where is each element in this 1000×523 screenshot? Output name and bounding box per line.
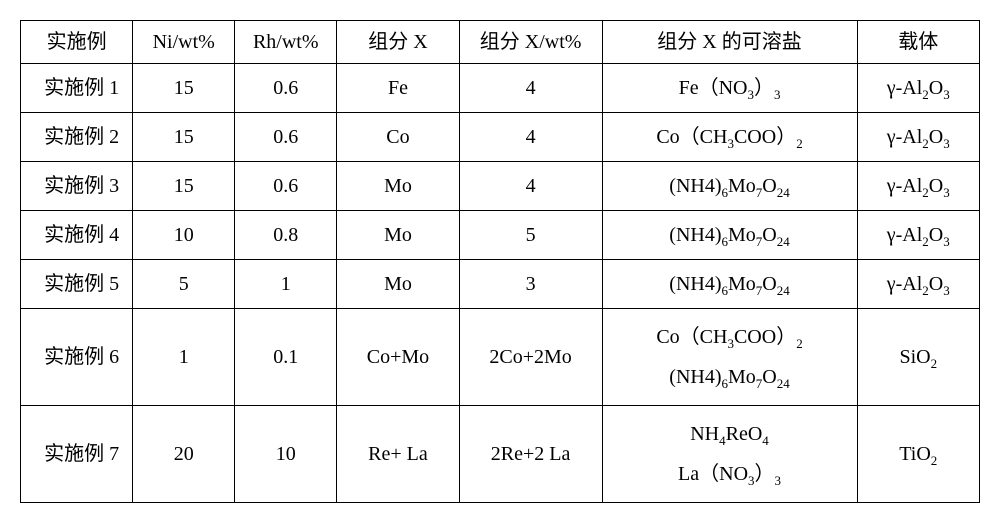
header-row: 实施例 Ni/wt% Rh/wt% 组分 X 组分 X/wt% 组分 X 的可溶… <box>21 21 980 64</box>
cell-rh: 10 <box>235 406 337 503</box>
cell-salt: (NH4)6Mo7O24 <box>602 260 857 309</box>
cell-ni: 1 <box>133 309 235 406</box>
data-table: 实施例 Ni/wt% Rh/wt% 组分 X 组分 X/wt% 组分 X 的可溶… <box>20 20 980 503</box>
table-row: 实施例 2150.6Co4Co（CH3COO）2γ-Al2O3 <box>21 113 980 162</box>
cell-carrier: γ-Al2O3 <box>857 113 979 162</box>
cell-rh: 0.8 <box>235 211 337 260</box>
table-head: 实施例 Ni/wt% Rh/wt% 组分 X 组分 X/wt% 组分 X 的可溶… <box>21 21 980 64</box>
cell-x: Fe <box>337 64 459 113</box>
cell-salt: (NH4)6Mo7O24 <box>602 162 857 211</box>
cell-example: 实施例 7 <box>21 406 133 503</box>
header-xwt: 组分 X/wt% <box>459 21 602 64</box>
cell-ni: 20 <box>133 406 235 503</box>
cell-example: 实施例 5 <box>21 260 133 309</box>
table-row: 实施例 72010Re+ La2Re+2 LaNH4ReO4La（NO3）3Ti… <box>21 406 980 503</box>
cell-xwt: 4 <box>459 113 602 162</box>
cell-rh: 0.6 <box>235 113 337 162</box>
cell-xwt: 4 <box>459 162 602 211</box>
table-row: 实施例 3150.6Mo4(NH4)6Mo7O24γ-Al2O3 <box>21 162 980 211</box>
cell-rh: 0.6 <box>235 64 337 113</box>
cell-rh: 1 <box>235 260 337 309</box>
cell-carrier: SiO2 <box>857 309 979 406</box>
header-carrier: 载体 <box>857 21 979 64</box>
header-salt: 组分 X 的可溶盐 <box>602 21 857 64</box>
cell-ni: 15 <box>133 162 235 211</box>
cell-example: 实施例 3 <box>21 162 133 211</box>
cell-x: Co+Mo <box>337 309 459 406</box>
cell-carrier: γ-Al2O3 <box>857 211 979 260</box>
table-row: 实施例 610.1Co+Mo2Co+2MoCo（CH3COO）2(NH4)6Mo… <box>21 309 980 406</box>
cell-xwt: 2Re+2 La <box>459 406 602 503</box>
cell-ni: 5 <box>133 260 235 309</box>
table-row: 实施例 4100.8Mo5(NH4)6Mo7O24γ-Al2O3 <box>21 211 980 260</box>
cell-x: Mo <box>337 260 459 309</box>
cell-carrier: γ-Al2O3 <box>857 162 979 211</box>
cell-ni: 10 <box>133 211 235 260</box>
cell-x: Mo <box>337 211 459 260</box>
header-ni: Ni/wt% <box>133 21 235 64</box>
table-row: 实施例 551Mo3(NH4)6Mo7O24γ-Al2O3 <box>21 260 980 309</box>
table-body: 实施例 1150.6Fe4Fe（NO3）3γ-Al2O3实施例 2150.6Co… <box>21 64 980 503</box>
cell-rh: 0.1 <box>235 309 337 406</box>
cell-salt: Co（CH3COO）2(NH4)6Mo7O24 <box>602 309 857 406</box>
cell-example: 实施例 6 <box>21 309 133 406</box>
cell-x: Co <box>337 113 459 162</box>
cell-xwt: 2Co+2Mo <box>459 309 602 406</box>
cell-x: Re+ La <box>337 406 459 503</box>
header-rh: Rh/wt% <box>235 21 337 64</box>
cell-salt: NH4ReO4La（NO3）3 <box>602 406 857 503</box>
cell-ni: 15 <box>133 113 235 162</box>
header-example: 实施例 <box>21 21 133 64</box>
cell-example: 实施例 1 <box>21 64 133 113</box>
cell-salt: (NH4)6Mo7O24 <box>602 211 857 260</box>
cell-xwt: 3 <box>459 260 602 309</box>
cell-example: 实施例 4 <box>21 211 133 260</box>
cell-ni: 15 <box>133 64 235 113</box>
cell-salt: Fe（NO3）3 <box>602 64 857 113</box>
cell-rh: 0.6 <box>235 162 337 211</box>
cell-x: Mo <box>337 162 459 211</box>
cell-carrier: γ-Al2O3 <box>857 260 979 309</box>
cell-xwt: 4 <box>459 64 602 113</box>
cell-carrier: γ-Al2O3 <box>857 64 979 113</box>
table-row: 实施例 1150.6Fe4Fe（NO3）3γ-Al2O3 <box>21 64 980 113</box>
cell-example: 实施例 2 <box>21 113 133 162</box>
cell-carrier: TiO2 <box>857 406 979 503</box>
cell-salt: Co（CH3COO）2 <box>602 113 857 162</box>
cell-xwt: 5 <box>459 211 602 260</box>
header-x: 组分 X <box>337 21 459 64</box>
